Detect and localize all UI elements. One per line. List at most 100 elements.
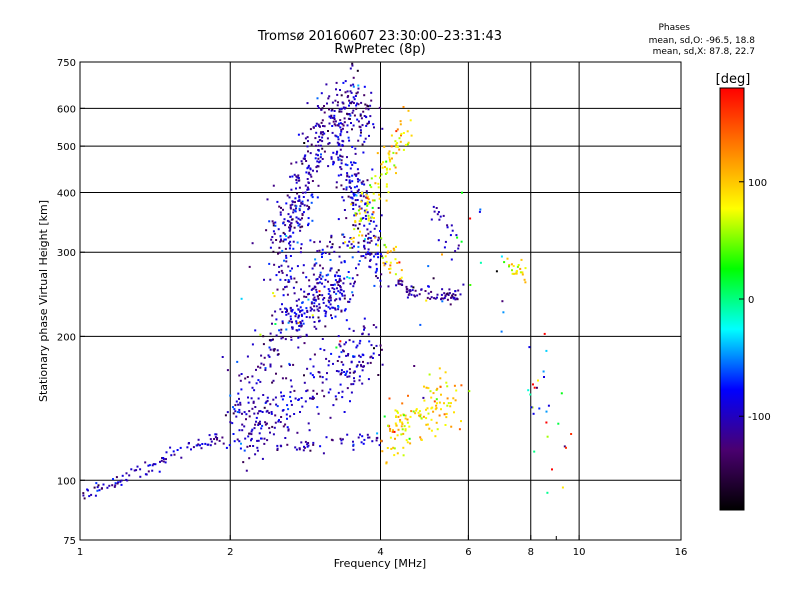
data-point xyxy=(346,124,349,127)
data-point xyxy=(316,196,319,199)
data-point xyxy=(313,321,316,323)
data-point xyxy=(243,449,246,452)
data-point xyxy=(339,285,341,287)
data-point xyxy=(460,384,463,387)
data-point xyxy=(280,391,282,394)
data-point xyxy=(414,289,417,292)
data-point xyxy=(373,126,375,129)
data-point xyxy=(399,414,402,417)
data-point xyxy=(280,416,283,418)
data-point xyxy=(343,260,346,263)
data-point xyxy=(383,243,386,246)
data-point xyxy=(432,277,435,280)
data-point xyxy=(399,123,402,126)
data-point xyxy=(346,112,348,115)
data-point xyxy=(252,400,255,403)
data-point xyxy=(311,374,314,377)
data-point xyxy=(367,219,370,222)
data-point xyxy=(439,377,442,380)
data-point xyxy=(302,449,305,452)
data-point xyxy=(315,131,318,134)
data-point xyxy=(281,398,284,401)
data-point xyxy=(289,318,292,321)
data-point xyxy=(249,445,251,447)
data-point xyxy=(307,217,310,220)
data-point xyxy=(328,95,331,98)
data-point xyxy=(371,440,374,443)
data-point xyxy=(361,333,364,336)
data-point xyxy=(306,186,309,189)
data-point xyxy=(359,230,361,233)
data-point xyxy=(334,274,337,277)
data-point xyxy=(367,198,370,201)
data-point xyxy=(306,445,309,448)
data-point xyxy=(272,250,275,253)
data-point xyxy=(278,205,281,208)
data-point xyxy=(362,151,365,154)
data-point xyxy=(332,404,335,407)
data-point xyxy=(286,443,289,446)
data-point xyxy=(349,90,352,93)
data-point xyxy=(436,387,439,390)
data-point xyxy=(345,186,348,189)
data-point xyxy=(379,253,382,256)
data-point xyxy=(208,434,211,437)
data-point xyxy=(304,440,307,443)
data-point xyxy=(293,389,296,392)
data-point xyxy=(360,207,363,210)
data-point xyxy=(305,333,308,336)
data-point xyxy=(361,382,364,385)
data-point xyxy=(259,333,262,336)
data-point xyxy=(319,160,322,163)
data-point xyxy=(441,253,443,256)
data-point xyxy=(337,156,340,159)
data-point xyxy=(315,122,318,125)
data-point xyxy=(260,427,263,430)
data-point xyxy=(453,384,456,387)
data-point xyxy=(313,241,316,244)
data-point xyxy=(295,320,298,323)
data-point xyxy=(444,295,447,298)
data-point xyxy=(359,134,362,137)
data-point xyxy=(327,97,330,100)
data-point xyxy=(348,99,351,102)
data-point xyxy=(389,428,392,430)
data-point xyxy=(410,293,413,296)
data-point xyxy=(369,230,372,233)
data-point xyxy=(346,433,349,436)
data-point xyxy=(375,326,378,329)
data-point xyxy=(367,214,370,217)
data-point xyxy=(333,118,336,121)
data-point xyxy=(352,340,355,343)
data-point xyxy=(291,326,294,329)
data-point xyxy=(277,420,280,423)
data-point xyxy=(454,298,457,301)
data-point xyxy=(348,113,351,115)
data-point xyxy=(310,308,313,311)
data-point xyxy=(286,417,288,420)
data-point xyxy=(375,269,378,272)
data-point xyxy=(397,280,400,283)
data-point xyxy=(299,251,302,254)
data-point xyxy=(406,288,409,291)
data-point xyxy=(328,301,331,304)
data-point xyxy=(275,334,278,337)
data-point xyxy=(440,297,443,300)
data-point xyxy=(320,131,323,134)
data-point xyxy=(329,259,332,261)
data-point xyxy=(360,441,363,444)
data-point xyxy=(399,283,402,286)
data-point xyxy=(251,375,254,378)
data-point xyxy=(328,360,331,363)
data-point xyxy=(340,168,343,171)
data-point xyxy=(98,489,101,492)
data-point xyxy=(238,440,241,443)
data-point xyxy=(341,127,344,130)
data-point xyxy=(323,105,325,107)
data-point xyxy=(318,290,321,293)
data-point xyxy=(350,203,353,206)
data-point xyxy=(346,175,349,178)
data-point xyxy=(365,190,368,193)
data-point xyxy=(333,110,336,112)
data-point xyxy=(263,356,266,359)
